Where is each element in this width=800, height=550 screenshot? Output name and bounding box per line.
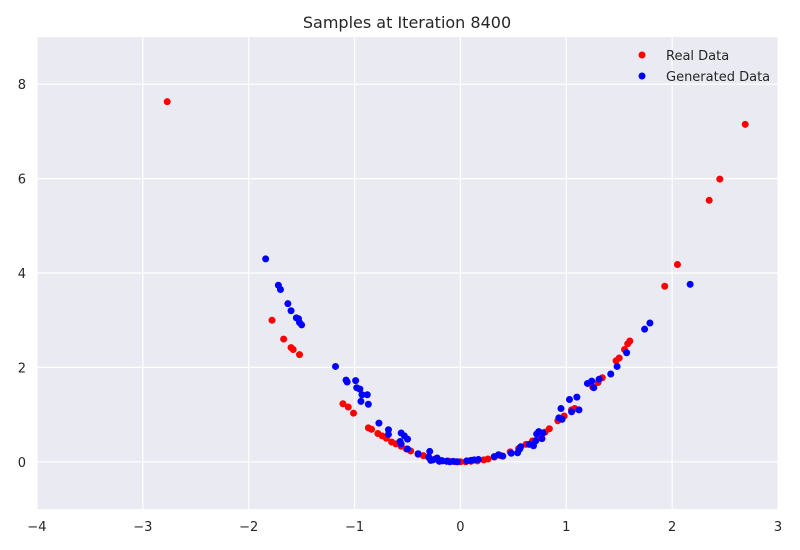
data-points bbox=[163, 98, 749, 466]
generated-data-point bbox=[613, 362, 621, 370]
real-data-point bbox=[280, 335, 288, 343]
real-data-point bbox=[268, 316, 276, 324]
legend-marker bbox=[638, 51, 646, 59]
generated-data-point bbox=[426, 447, 434, 455]
generated-data-point bbox=[284, 300, 292, 308]
y-tick-label: 6 bbox=[18, 173, 26, 188]
generated-data-point bbox=[262, 255, 270, 263]
x-tick-label: −4 bbox=[27, 520, 46, 535]
generated-data-point bbox=[623, 349, 631, 357]
real-data-point bbox=[716, 175, 724, 183]
generated-data-point bbox=[332, 362, 340, 370]
real-data-point bbox=[419, 452, 427, 460]
y-tick-label: 4 bbox=[18, 267, 26, 282]
real-data-point bbox=[350, 409, 358, 417]
generated-data-point bbox=[414, 450, 422, 458]
generated-data-point bbox=[557, 404, 565, 412]
real-data-point bbox=[705, 196, 713, 204]
generated-data-point bbox=[538, 435, 546, 443]
generated-data-point bbox=[474, 455, 482, 463]
generated-data-point bbox=[357, 397, 365, 405]
real-data-point bbox=[296, 351, 304, 359]
x-tick-label: −3 bbox=[133, 520, 152, 535]
legend: Real Data Generated Data bbox=[638, 49, 770, 85]
generated-data-point bbox=[363, 391, 371, 399]
x-tick-label: 0 bbox=[456, 520, 464, 535]
y-tick-label: 2 bbox=[18, 361, 26, 376]
generated-data-point bbox=[404, 435, 411, 443]
x-tick-label: −1 bbox=[345, 520, 364, 535]
generated-data-point bbox=[352, 377, 360, 385]
tick-labels: −4 −3 −2 −1 0 1 2 3 0 2 4 6 8 bbox=[18, 78, 782, 535]
real-data-point bbox=[626, 337, 634, 345]
real-data-point bbox=[339, 400, 347, 408]
generated-data-point bbox=[568, 408, 576, 416]
generated-data-point bbox=[539, 429, 547, 437]
generated-data-point bbox=[397, 440, 405, 448]
generated-data-point bbox=[499, 452, 507, 460]
generated-data-point bbox=[507, 449, 515, 457]
real-data-point bbox=[661, 282, 669, 290]
generated-data-point bbox=[607, 370, 615, 378]
generated-data-point bbox=[276, 286, 284, 294]
generated-data-point bbox=[686, 280, 694, 288]
generated-data-point bbox=[356, 385, 364, 393]
x-tick-label: 3 bbox=[774, 520, 782, 535]
generated-data-point bbox=[298, 321, 306, 329]
generated-data-point bbox=[364, 400, 372, 408]
real-data-point bbox=[615, 354, 623, 362]
real-data-point bbox=[673, 261, 681, 269]
x-tick-label: −2 bbox=[239, 520, 258, 535]
real-data-point bbox=[289, 345, 297, 353]
chart-title: Samples at Iteration 8400 bbox=[303, 13, 511, 32]
generated-data-point bbox=[588, 377, 596, 385]
generated-data-point bbox=[343, 378, 351, 386]
generated-data-point bbox=[565, 395, 573, 403]
legend-marker bbox=[638, 72, 646, 80]
generated-data-point bbox=[575, 406, 583, 414]
generated-data-point bbox=[573, 393, 581, 401]
legend-label: Generated Data bbox=[666, 70, 770, 85]
generated-data-point bbox=[384, 430, 392, 438]
real-data-point bbox=[545, 425, 553, 433]
real-data-point bbox=[368, 425, 376, 433]
generated-data-point bbox=[517, 443, 525, 451]
x-tick-label: 1 bbox=[562, 520, 570, 535]
generated-data-point bbox=[590, 384, 598, 392]
generated-data-point bbox=[287, 307, 295, 315]
x-tick-label: 2 bbox=[668, 520, 676, 535]
generated-data-point bbox=[375, 419, 383, 427]
real-data-point bbox=[163, 98, 171, 106]
y-tick-label: 0 bbox=[18, 456, 26, 471]
y-tick-label: 8 bbox=[18, 78, 26, 93]
real-data-point bbox=[484, 455, 492, 463]
generated-data-point bbox=[558, 415, 566, 423]
real-data-point bbox=[344, 403, 352, 411]
legend-label: Real Data bbox=[666, 49, 729, 64]
real-data-point bbox=[741, 120, 749, 128]
generated-data-point bbox=[595, 375, 603, 383]
generated-data-point bbox=[532, 437, 540, 445]
generated-data-point bbox=[358, 391, 366, 399]
grid-lines bbox=[36, 37, 779, 509]
generated-data-point bbox=[404, 445, 411, 453]
generated-data-point bbox=[646, 319, 654, 327]
generated-data-point bbox=[641, 325, 649, 333]
generated-data-point bbox=[453, 458, 461, 466]
